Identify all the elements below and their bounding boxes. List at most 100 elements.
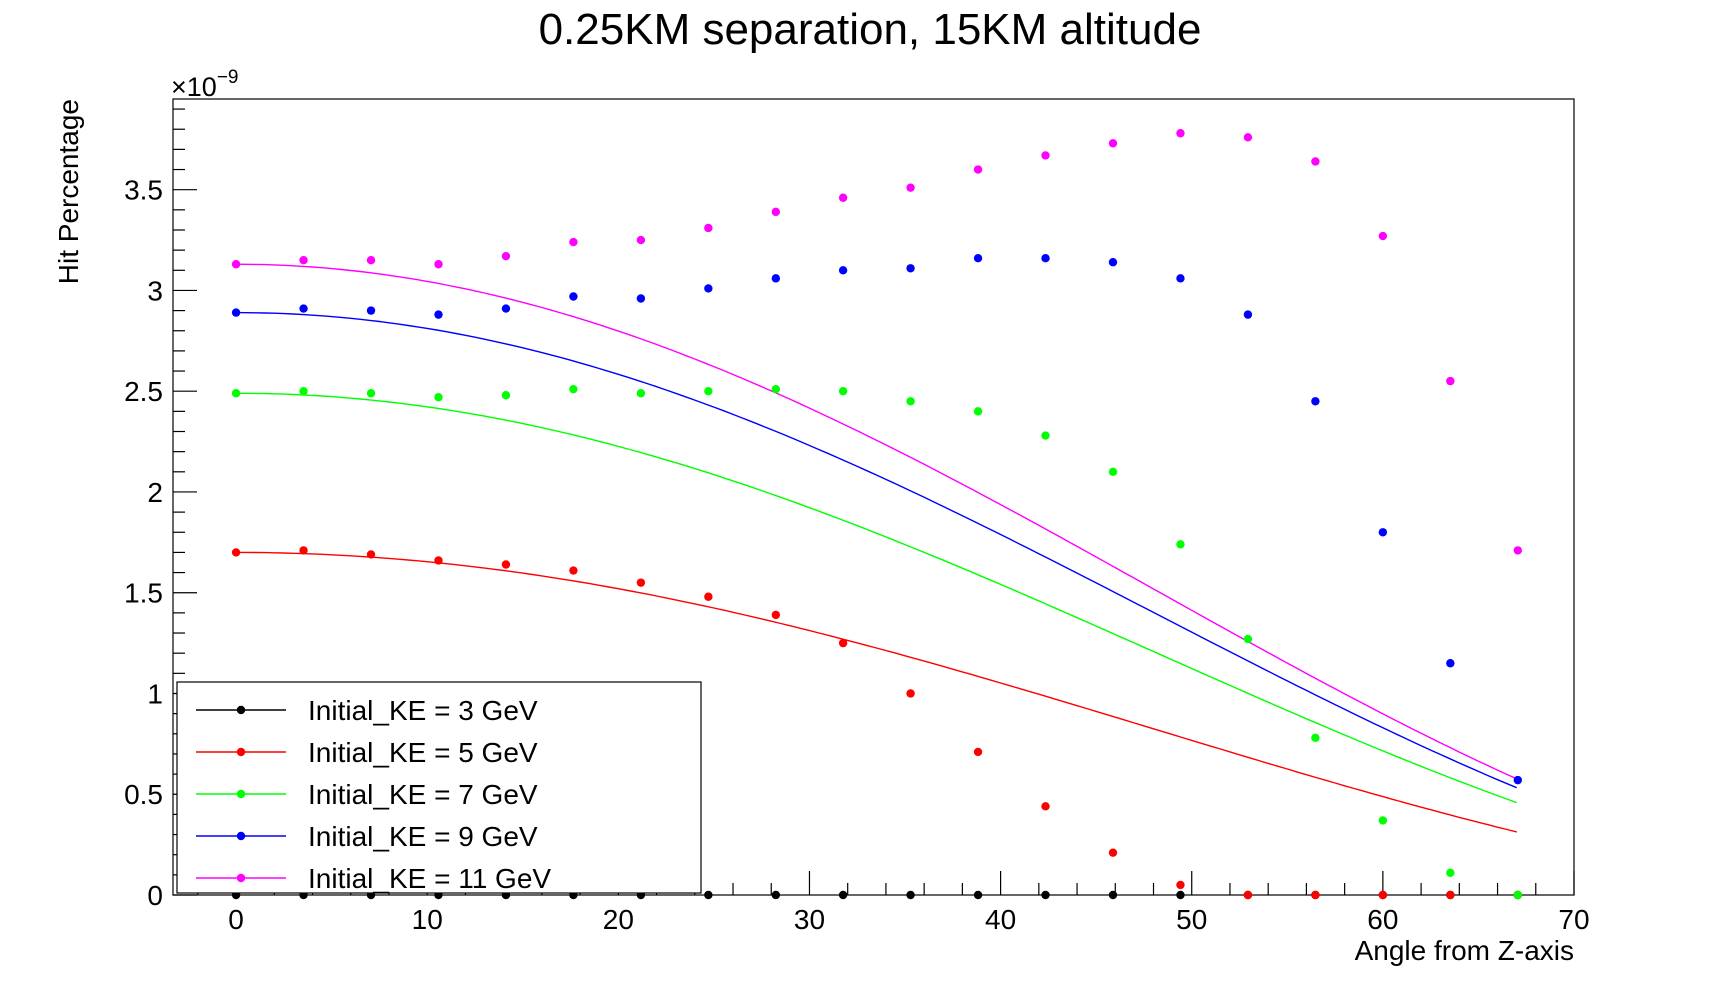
legend: Initial_KE = 3 GeV Initial_KE = 5 GeV Init… <box>176 681 702 894</box>
data-point <box>231 308 241 317</box>
data-point <box>906 689 915 698</box>
data-point <box>1243 133 1253 142</box>
data-point <box>299 304 308 313</box>
x-tick-label: 50 <box>1176 904 1207 935</box>
x-tick-label: 30 <box>794 904 825 935</box>
y-tick-label: 3.5 <box>124 175 163 206</box>
data-point <box>973 254 983 263</box>
data-point <box>1176 274 1185 283</box>
data-point <box>973 407 983 416</box>
data-point <box>906 890 915 900</box>
legend-marker <box>236 705 246 715</box>
data-point <box>1041 431 1050 440</box>
data-point <box>501 560 511 569</box>
data-point <box>434 260 443 269</box>
data-point <box>1108 848 1118 857</box>
y-tick-label: 0 <box>147 880 163 911</box>
fit-curve <box>236 551 1517 833</box>
data-point <box>1311 397 1320 406</box>
data-point <box>1243 890 1253 900</box>
data-point <box>1176 880 1185 890</box>
fit-curves <box>236 263 1517 833</box>
data-point <box>906 183 915 192</box>
data-point <box>299 256 308 265</box>
data-point <box>569 566 578 575</box>
data-point <box>1041 254 1050 263</box>
data-point <box>434 393 443 402</box>
data-point <box>231 548 241 557</box>
data-point <box>1513 546 1523 555</box>
data-point <box>973 890 983 900</box>
legend-marker <box>236 873 246 883</box>
y-axis-label: Hit Percentage <box>53 99 84 284</box>
data-point <box>906 264 915 273</box>
data-point <box>231 389 241 398</box>
x-tick-label: 70 <box>1558 904 1589 935</box>
y-tick-label: 0.5 <box>124 779 163 810</box>
data-point <box>299 546 308 555</box>
data-point <box>973 747 983 757</box>
y-exponent-label: ×10−9 <box>171 67 238 102</box>
x-tick-label: 20 <box>603 904 634 935</box>
x-tick-label: 60 <box>1367 904 1398 935</box>
fit-curve <box>236 263 1517 780</box>
y-tick-label: 2.5 <box>124 376 163 407</box>
data-point <box>1176 540 1185 549</box>
data-point <box>1311 157 1320 166</box>
plot-frame <box>172 98 1575 896</box>
x-tick-label: 40 <box>985 904 1016 935</box>
y-tick-label: 1.5 <box>124 578 163 609</box>
y-tick-label: 3 <box>147 275 163 306</box>
data-point <box>231 260 241 269</box>
data-point <box>1378 528 1388 537</box>
data-point <box>1378 890 1388 900</box>
data-point <box>501 251 511 261</box>
data-point <box>636 578 646 587</box>
axis-tick-labels: 0 10 20 30 40 50 60 70 0 0.5 1 1.5 2 2.5 3 3.5 <box>124 175 1590 935</box>
data-point <box>771 890 781 900</box>
fit-curve <box>236 392 1517 804</box>
data-point <box>569 384 578 394</box>
data-point <box>704 284 713 293</box>
data-point <box>771 274 781 283</box>
data-point <box>838 193 848 202</box>
data-point <box>1311 890 1320 900</box>
data-point <box>838 638 848 648</box>
legend-marker <box>236 831 246 841</box>
data-point <box>636 235 646 245</box>
data-point <box>1176 890 1185 900</box>
data-point <box>1041 151 1050 160</box>
data-point <box>366 389 376 398</box>
data-point <box>838 890 848 900</box>
data-point <box>569 292 578 301</box>
data-point <box>366 306 376 315</box>
y-exponent-power: −9 <box>217 67 239 88</box>
chart-title: 0.25KM separation, 15KM altitude <box>539 5 1202 54</box>
fit-curve <box>236 311 1517 789</box>
data-point <box>366 550 376 559</box>
legend-box <box>176 681 702 894</box>
y-tick-label: 2 <box>147 477 163 508</box>
data-point <box>771 384 781 394</box>
data-point <box>1108 467 1118 477</box>
data-point <box>704 890 713 900</box>
data-point <box>704 223 713 233</box>
y-exponent-base: ×10 <box>171 72 217 102</box>
data-point <box>1378 231 1388 241</box>
data-point <box>1446 659 1455 668</box>
legend-label: Initial_KE = 3 GeV <box>308 695 538 726</box>
data-point <box>771 610 781 620</box>
data-point <box>636 389 646 398</box>
data-point <box>1446 376 1455 386</box>
data-point <box>1446 868 1455 878</box>
data-point <box>973 165 983 174</box>
data-point <box>569 237 578 247</box>
data-point <box>771 207 781 217</box>
x-tick-label: 0 <box>228 904 244 935</box>
data-point <box>838 266 848 275</box>
legend-label: Initial_KE = 7 GeV <box>308 779 538 810</box>
y-tick-label: 1 <box>147 678 163 709</box>
data-point <box>299 387 308 396</box>
data-point <box>1446 890 1455 900</box>
